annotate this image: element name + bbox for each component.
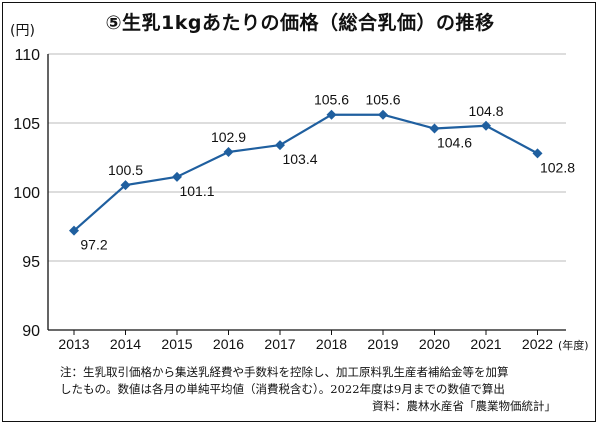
x-tick-label: 2013 <box>58 336 89 352</box>
x-tick-label: 2019 <box>367 336 398 352</box>
y-tick-label: 95 <box>22 254 40 271</box>
chart-title: ⑤生乳1kgあたりの価格（総合乳価）の推移 <box>105 12 495 34</box>
data-point-marker <box>223 146 234 157</box>
data-label: 101.1 <box>179 183 214 199</box>
x-tick-label: 2017 <box>264 336 295 352</box>
note-line-2: したもの。数値は各月の単純平均値（消費税含む）。2022年度は9月までの数値で算… <box>60 382 505 396</box>
data-point-marker <box>326 109 337 120</box>
x-tick-label: 2016 <box>213 336 244 352</box>
data-point-marker <box>481 120 491 131</box>
y-tick-label: 105 <box>13 116 40 133</box>
data-label: 103.4 <box>282 151 317 167</box>
x-tick-label: 2014 <box>110 336 141 352</box>
chart-note: 注：生乳取引価格から集送乳経費や手数料を控除し、加工原料乳生産者補給金等を加算 … <box>60 364 590 398</box>
data-point-marker <box>378 109 388 120</box>
x-tick-label: 2021 <box>470 336 501 352</box>
data-point-marker <box>532 148 543 159</box>
data-point-marker <box>172 171 182 182</box>
data-point-marker <box>120 180 131 191</box>
y-axis-unit-label: (円) <box>10 23 35 39</box>
y-tick-label: 110 <box>14 47 40 64</box>
data-label: 104.8 <box>468 103 503 119</box>
data-label: 105.6 <box>365 92 400 108</box>
data-label: 97.2 <box>80 237 107 253</box>
data-point-marker <box>275 140 285 151</box>
x-tick-label: 2020 <box>419 336 450 352</box>
data-label: 105.6 <box>314 92 349 108</box>
x-tick-label: 2018 <box>316 336 347 352</box>
x-tick-label: 2015 <box>161 336 192 352</box>
series-line <box>73 113 539 232</box>
data-label: 100.5 <box>108 162 143 178</box>
data-label: 104.6 <box>437 135 472 151</box>
note-line-1: 注：生乳取引価格から集送乳経費や手数料を控除し、加工原料乳生産者補給金等を加算 <box>60 365 509 379</box>
x-axis-unit-label: (年度) <box>558 338 589 352</box>
x-tick-label: 2022 <box>522 336 553 352</box>
data-point-marker <box>429 123 440 134</box>
y-tick-label: 100 <box>13 185 40 202</box>
data-point-marker <box>69 225 79 236</box>
chart-frame <box>2 2 596 422</box>
data-label: 102.8 <box>540 159 575 175</box>
data-label: 102.9 <box>211 129 246 145</box>
y-tick-label: 90 <box>22 323 40 340</box>
chart-source: 資料：農林水産省「農業物価統計」 <box>372 399 556 413</box>
